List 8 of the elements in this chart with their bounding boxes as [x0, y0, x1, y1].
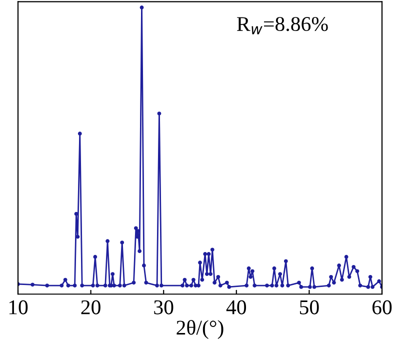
annotation: R$_{w}$=8.86% — [237, 16, 328, 34]
x-tick-label: 30 — [154, 300, 174, 314]
x-tick-label: 10 — [9, 300, 28, 314]
x-axis-title: 2θ/(°) — [176, 320, 224, 339]
x-tick-label: 50 — [300, 300, 319, 314]
x-tick-label: 60 — [372, 300, 392, 314]
x-tick-label: 20 — [81, 300, 100, 314]
x-tick-label: 40 — [226, 300, 246, 314]
